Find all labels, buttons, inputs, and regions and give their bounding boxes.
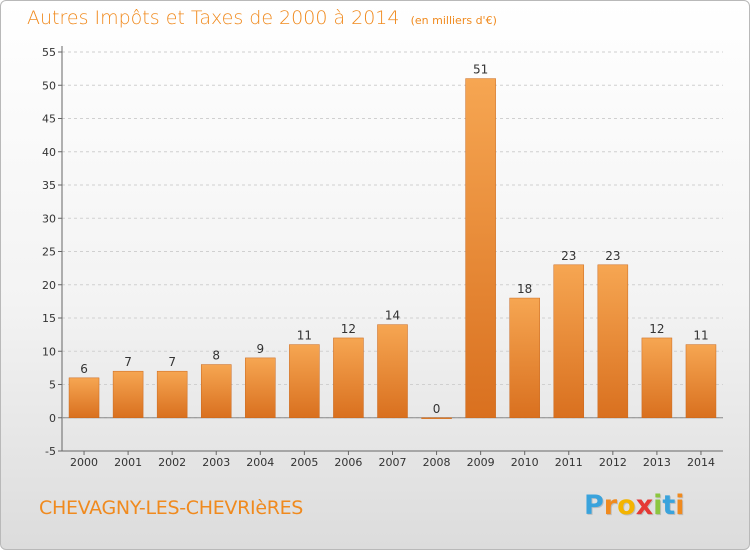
y-tick-label: 55 bbox=[42, 46, 56, 59]
x-tick-label: 2008 bbox=[423, 456, 451, 469]
x-tick-label: 2007 bbox=[379, 456, 407, 469]
x-tick-label: 2014 bbox=[687, 456, 715, 469]
bar bbox=[200, 364, 232, 418]
x-tick-label: 2010 bbox=[511, 456, 539, 469]
y-tick-label: 45 bbox=[42, 113, 56, 126]
y-tick-label: 20 bbox=[42, 279, 56, 292]
chart-subtitle: (en milliers d'€) bbox=[410, 14, 497, 27]
y-tick-label: 40 bbox=[42, 146, 56, 159]
data-label: 7 bbox=[168, 355, 176, 369]
chart-title: Autres Impôts et Taxes de 2000 à 2014 bbox=[27, 7, 400, 29]
x-tick-label: 2013 bbox=[643, 456, 671, 469]
x-tick-label: 2003 bbox=[202, 456, 230, 469]
data-label: 51 bbox=[473, 63, 488, 77]
y-tick-label: 5 bbox=[49, 379, 56, 392]
x-tick-label: 2012 bbox=[599, 456, 627, 469]
data-label: 8 bbox=[212, 349, 220, 363]
x-tick-label: 2011 bbox=[555, 456, 583, 469]
data-label: 23 bbox=[561, 249, 576, 263]
y-tick-label: -5 bbox=[45, 445, 56, 458]
bar bbox=[597, 264, 629, 418]
data-label: 12 bbox=[649, 322, 664, 336]
logo-letter: o bbox=[617, 490, 636, 521]
data-label: 7 bbox=[124, 355, 132, 369]
x-tick-label: 2009 bbox=[467, 456, 495, 469]
y-tick-label: 35 bbox=[42, 179, 56, 192]
data-label: 6 bbox=[80, 362, 88, 376]
chart-title-block: Autres Impôts et Taxes de 2000 à 2014 (e… bbox=[27, 7, 497, 29]
logo-letter: t bbox=[662, 490, 676, 521]
y-tick-label: 50 bbox=[42, 79, 56, 92]
data-label: 18 bbox=[517, 282, 532, 296]
x-tick-label: 2005 bbox=[290, 456, 318, 469]
x-tick-label: 2001 bbox=[114, 456, 142, 469]
data-label: 12 bbox=[341, 322, 356, 336]
proxiti-logo: Proxiti bbox=[584, 490, 685, 521]
data-label: 23 bbox=[605, 249, 620, 263]
logo-letter: i bbox=[675, 490, 685, 521]
data-label: 14 bbox=[385, 309, 400, 323]
data-label: 11 bbox=[693, 329, 708, 343]
bar bbox=[509, 297, 540, 418]
bar bbox=[641, 337, 673, 419]
logo-letter: x bbox=[635, 490, 654, 521]
bar bbox=[377, 324, 408, 418]
bar bbox=[421, 417, 452, 419]
bar bbox=[156, 370, 188, 419]
x-tick-label: 2006 bbox=[334, 456, 362, 469]
data-label: 9 bbox=[256, 342, 264, 356]
data-label: 0 bbox=[433, 402, 441, 416]
bar bbox=[289, 344, 320, 419]
logo-letter: r bbox=[603, 490, 618, 521]
y-tick-label: 30 bbox=[42, 212, 56, 225]
y-tick-label: 15 bbox=[42, 312, 56, 325]
logo-letter: P bbox=[584, 490, 604, 521]
bar bbox=[68, 377, 100, 419]
y-tick-label: 10 bbox=[42, 345, 56, 358]
x-tick-label: 2004 bbox=[246, 456, 274, 469]
data-label: 11 bbox=[297, 329, 312, 343]
bar bbox=[112, 370, 144, 419]
bar bbox=[685, 344, 717, 419]
logo-letter: i bbox=[653, 490, 663, 521]
bar bbox=[245, 357, 276, 418]
commune-name: CHEVAGNY-LES-CHEVRIèRES bbox=[39, 497, 304, 519]
y-tick-label: 0 bbox=[49, 412, 56, 425]
bar bbox=[333, 337, 364, 419]
bar bbox=[465, 78, 496, 418]
x-tick-label: 2000 bbox=[70, 456, 98, 469]
y-tick-label: 25 bbox=[42, 246, 56, 259]
bar bbox=[553, 264, 585, 418]
x-tick-label: 2002 bbox=[158, 456, 186, 469]
